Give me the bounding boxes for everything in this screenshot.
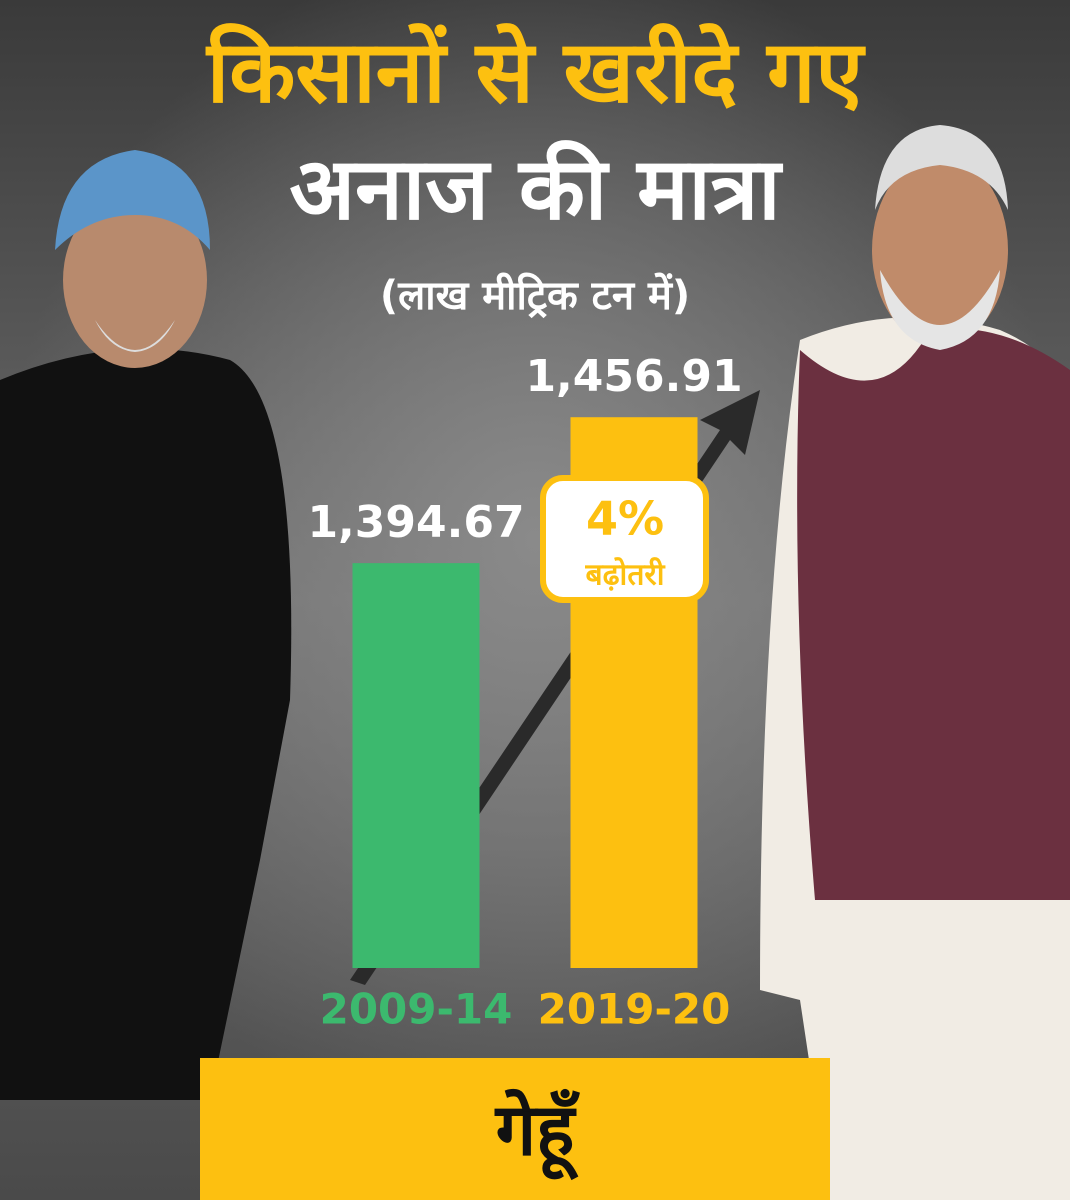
- annotation-box: [540, 475, 709, 603]
- bar: [352, 563, 480, 968]
- subtitle: अनाज की मात्रा: [289, 139, 783, 239]
- footer: गेहूँ: [494, 1088, 581, 1181]
- unit-note: (लाख मीट्रिक टन में): [380, 272, 690, 319]
- value-label: 1,394.67: [307, 497, 524, 548]
- left-figure: [0, 150, 292, 1100]
- footer-banner: [200, 1058, 830, 1200]
- right-figure: [760, 125, 1070, 1200]
- category-label: 2019-20: [538, 985, 731, 1034]
- annotation-value: 4%: [586, 492, 664, 546]
- value-label: 1,456.91: [525, 351, 742, 402]
- category-label: 2009-14: [320, 985, 513, 1034]
- title: किसानों से खरीदे गए: [205, 22, 867, 122]
- annotation-label: बढ़ोतरी: [585, 557, 666, 593]
